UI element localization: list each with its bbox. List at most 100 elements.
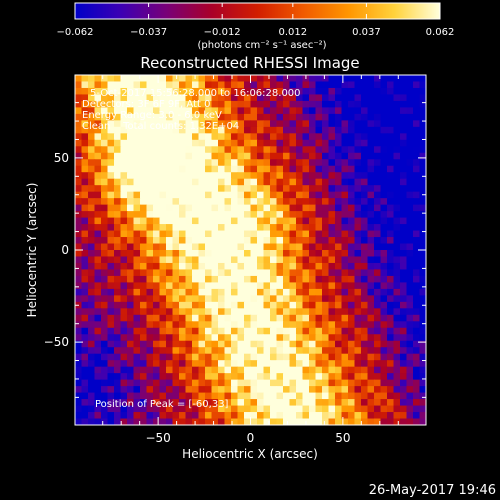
heatmap-cell [133,217,141,225]
heatmap-cell [283,224,291,232]
heatmap-cell [302,334,310,342]
heatmap-cell [88,321,96,329]
heatmap-cell [302,288,310,296]
heatmap-cell [231,107,239,115]
heatmap-cell [374,275,382,284]
heatmap-cell [322,418,330,425]
heatmap-cell [101,262,109,271]
heatmap-cell [166,237,174,245]
heatmap-cell [413,159,421,167]
heatmap-cell [250,360,258,368]
heatmap-cell [348,224,356,232]
heatmap-cell [133,250,141,258]
heatmap-cell [179,295,187,303]
heatmap-cell [296,386,304,394]
heatmap-cell [348,217,356,225]
heatmap-cell [120,230,128,238]
heatmap-cell [140,198,148,206]
heatmap-cell [75,113,83,121]
heatmap-cell [335,308,343,316]
heatmap-cell [172,133,180,141]
heatmap-cell [309,379,317,387]
heatmap-cell [172,75,180,83]
heatmap-cell [348,340,356,348]
heatmap-cell [380,412,388,420]
heatmap-cell [335,204,343,212]
heatmap-cell [153,113,161,121]
heatmap-cell [211,360,219,368]
heatmap-cell [354,256,362,264]
heatmap-cell [328,75,336,83]
heatmap-cell [146,178,154,186]
heatmap-cell [387,172,395,180]
heatmap-cell [159,146,167,154]
heatmap-cell [283,75,291,83]
heatmap-cell [205,139,213,147]
heatmap-cell [276,204,284,212]
heatmap-cell [114,165,122,173]
heatmap-cell [341,191,349,199]
heatmap-cell [120,340,128,348]
heatmap-cell [153,159,161,167]
heatmap-cell [211,146,219,154]
heatmap-cell [127,211,135,219]
heatmap-cell [315,120,323,128]
heatmap-cell [400,159,408,167]
heatmap-cell [361,165,369,173]
heatmap-cell [387,217,395,225]
heatmap-cell [81,126,89,134]
heatmap-cell [101,269,109,277]
heatmap-cell [367,269,375,277]
y-tick-label: −50 [44,335,69,349]
heatmap-cell [94,308,102,316]
heatmap-cell [159,366,167,374]
heatmap-cell [146,185,154,193]
heatmap-cell [244,321,252,329]
heatmap-cell [231,301,239,309]
heatmap-cell [361,347,369,355]
heatmap-cell [283,133,291,141]
heatmap-cell [335,314,343,322]
heatmap-cell [159,217,167,225]
heatmap-cell [354,87,362,96]
heatmap-cell [140,288,148,296]
heatmap-cell [263,412,271,420]
heatmap-cell [387,185,395,193]
heatmap-cell [315,399,323,407]
heatmap-cell [166,198,174,206]
heatmap-cell [406,269,414,277]
heatmap-cell [270,269,278,277]
heatmap-cell [120,81,128,89]
heatmap-cell [393,191,401,199]
heatmap-cell [348,191,356,199]
heatmap-cell [335,262,343,271]
heatmap-cell [140,100,148,109]
heatmap-cell [341,198,349,206]
heatmap-cell [361,295,369,303]
heatmap-cell [205,334,213,342]
heatmap-cell [328,107,336,115]
heatmap-cell [224,126,232,134]
heatmap-cell [289,198,297,206]
heatmap-cell [309,75,317,83]
heatmap-cell [179,120,187,128]
heatmap-cell [361,360,369,368]
heatmap-cell [283,94,291,102]
heatmap-cell [205,165,213,173]
heatmap-cell [88,172,96,180]
heatmap-cell [218,126,226,134]
heatmap-cell [296,113,304,121]
heatmap-cell [75,295,83,303]
heatmap-cell [354,308,362,316]
heatmap-cell [114,275,122,284]
heatmap-cell [224,262,232,271]
heatmap-cell [211,288,219,296]
heatmap-cell [348,269,356,277]
heatmap-cell [341,185,349,193]
heatmap-cell [211,262,219,271]
heatmap-cell [244,159,252,167]
heatmap-cell [166,321,174,329]
heatmap-cell [88,250,96,258]
heatmap-cell [419,120,426,128]
heatmap-cell [101,185,109,193]
